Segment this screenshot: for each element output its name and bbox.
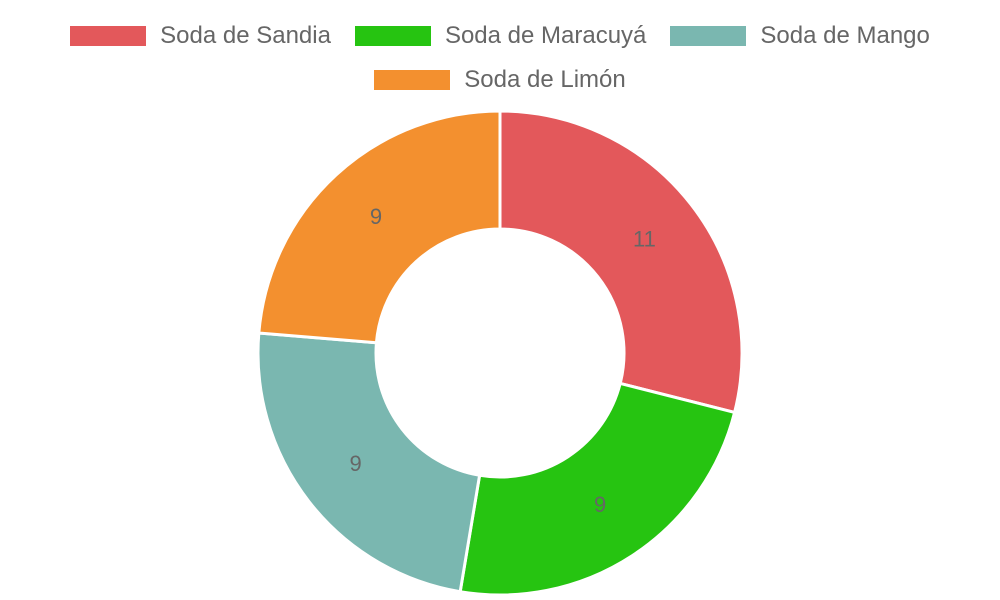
slice-maracuya[interactable] bbox=[458, 381, 737, 597]
legend-label-mango: Soda de Mango bbox=[760, 22, 930, 49]
value-labels-group: 11 9 9 9 bbox=[349, 204, 655, 517]
legend-row-1: Soda de Sandia Soda de Maracuyá Soda de … bbox=[0, 14, 1000, 58]
legend-swatch-mango bbox=[670, 26, 747, 46]
legend-swatch-sandia bbox=[70, 26, 147, 46]
legend-item-maracuya[interactable]: Soda de Maracuyá bbox=[354, 22, 647, 50]
value-label-sandia: 11 bbox=[633, 226, 656, 251]
slice-sandia[interactable] bbox=[498, 109, 744, 415]
value-label-limon: 9 bbox=[370, 204, 382, 229]
legend-item-limon[interactable]: Soda de Limón bbox=[374, 66, 626, 94]
legend-row-2: Soda de Limón bbox=[0, 58, 1000, 102]
legend-label-limon: Soda de Limón bbox=[464, 66, 626, 93]
value-label-mango: 9 bbox=[349, 451, 361, 476]
legend-label-sandia: Soda de Sandia bbox=[160, 22, 331, 49]
legend-item-sandia[interactable]: Soda de Sandia bbox=[70, 22, 331, 50]
legend-swatch-limon bbox=[374, 70, 451, 90]
slice-limon[interactable] bbox=[257, 109, 502, 345]
legend-item-mango[interactable]: Soda de Mango bbox=[670, 22, 930, 50]
value-label-maracuya: 9 bbox=[594, 492, 606, 517]
legend-label-maracuya: Soda de Maracuyá bbox=[444, 22, 647, 49]
chart-legend: Soda de Sandia Soda de Maracuyá Soda de … bbox=[0, 14, 1000, 102]
legend-swatch-maracuya bbox=[354, 26, 431, 46]
slices-group bbox=[256, 109, 744, 597]
slice-mango[interactable] bbox=[256, 331, 482, 594]
